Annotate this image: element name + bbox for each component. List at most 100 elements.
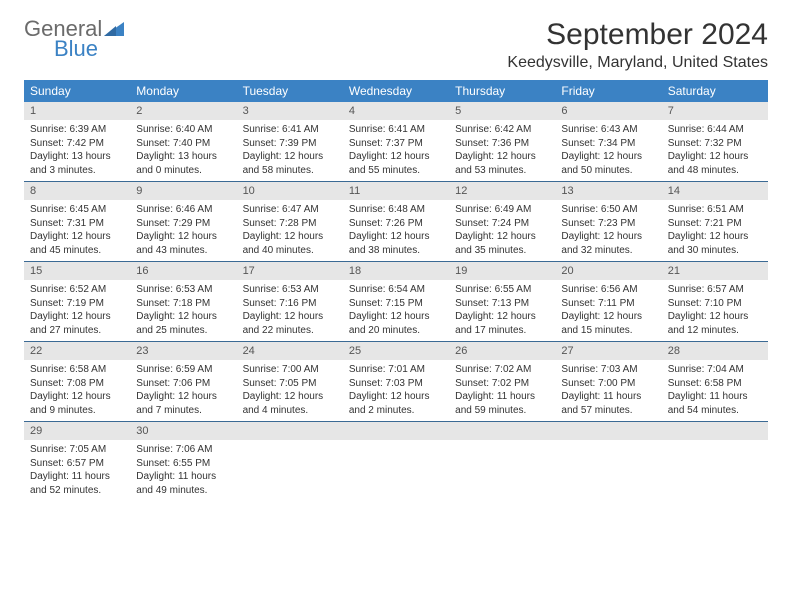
sunrise-line: Sunrise: 7:04 AM	[668, 363, 762, 377]
day-number	[449, 422, 555, 440]
sunrise-line: Sunrise: 6:41 AM	[349, 123, 443, 137]
sunset-line: Sunset: 7:23 PM	[561, 217, 655, 231]
triangle-icon	[104, 18, 124, 40]
calendar-day: 5Sunrise: 6:42 AMSunset: 7:36 PMDaylight…	[449, 102, 555, 181]
calendar-week: 15Sunrise: 6:52 AMSunset: 7:19 PMDayligh…	[24, 262, 768, 342]
day-number: 23	[130, 342, 236, 360]
sunrise-line: Sunrise: 6:49 AM	[455, 203, 549, 217]
calendar-day: 30Sunrise: 7:06 AMSunset: 6:55 PMDayligh…	[130, 422, 236, 501]
weekday-label: Tuesday	[237, 80, 343, 102]
calendar-day: 28Sunrise: 7:04 AMSunset: 6:58 PMDayligh…	[662, 342, 768, 421]
calendar-day: 15Sunrise: 6:52 AMSunset: 7:19 PMDayligh…	[24, 262, 130, 341]
calendar-day: 14Sunrise: 6:51 AMSunset: 7:21 PMDayligh…	[662, 182, 768, 261]
calendar-day: 12Sunrise: 6:49 AMSunset: 7:24 PMDayligh…	[449, 182, 555, 261]
day-body: Sunrise: 7:02 AMSunset: 7:02 PMDaylight:…	[449, 360, 555, 421]
sunrise-line: Sunrise: 6:58 AM	[30, 363, 124, 377]
sunrise-line: Sunrise: 6:52 AM	[30, 283, 124, 297]
day-number: 9	[130, 182, 236, 200]
calendar-day: 4Sunrise: 6:41 AMSunset: 7:37 PMDaylight…	[343, 102, 449, 181]
sunrise-line: Sunrise: 7:00 AM	[243, 363, 337, 377]
calendar-day: 11Sunrise: 6:48 AMSunset: 7:26 PMDayligh…	[343, 182, 449, 261]
daylight-line: Daylight: 11 hours and 57 minutes.	[561, 390, 655, 417]
sunset-line: Sunset: 7:40 PM	[136, 137, 230, 151]
calendar-day: 7Sunrise: 6:44 AMSunset: 7:32 PMDaylight…	[662, 102, 768, 181]
sunset-line: Sunset: 6:58 PM	[668, 377, 762, 391]
sunrise-line: Sunrise: 6:55 AM	[455, 283, 549, 297]
day-number	[662, 422, 768, 440]
sunrise-line: Sunrise: 6:41 AM	[243, 123, 337, 137]
sunset-line: Sunset: 7:21 PM	[668, 217, 762, 231]
sunrise-line: Sunrise: 6:42 AM	[455, 123, 549, 137]
sunrise-line: Sunrise: 7:01 AM	[349, 363, 443, 377]
calendar-day: 29Sunrise: 7:05 AMSunset: 6:57 PMDayligh…	[24, 422, 130, 501]
sunset-line: Sunset: 7:18 PM	[136, 297, 230, 311]
calendar-day: 1Sunrise: 6:39 AMSunset: 7:42 PMDaylight…	[24, 102, 130, 181]
day-body: Sunrise: 7:05 AMSunset: 6:57 PMDaylight:…	[24, 440, 130, 501]
daylight-line: Daylight: 12 hours and 45 minutes.	[30, 230, 124, 257]
sunset-line: Sunset: 7:19 PM	[30, 297, 124, 311]
calendar-day: 21Sunrise: 6:57 AMSunset: 7:10 PMDayligh…	[662, 262, 768, 341]
sunset-line: Sunset: 7:00 PM	[561, 377, 655, 391]
day-number: 14	[662, 182, 768, 200]
sunrise-line: Sunrise: 6:43 AM	[561, 123, 655, 137]
sunset-line: Sunset: 7:34 PM	[561, 137, 655, 151]
day-body: Sunrise: 7:04 AMSunset: 6:58 PMDaylight:…	[662, 360, 768, 421]
day-body: Sunrise: 6:39 AMSunset: 7:42 PMDaylight:…	[24, 120, 130, 181]
calendar-day	[449, 422, 555, 501]
day-body: Sunrise: 7:03 AMSunset: 7:00 PMDaylight:…	[555, 360, 661, 421]
calendar-day: 19Sunrise: 6:55 AMSunset: 7:13 PMDayligh…	[449, 262, 555, 341]
logo: General Blue	[24, 18, 124, 60]
day-number: 21	[662, 262, 768, 280]
sunrise-line: Sunrise: 6:44 AM	[668, 123, 762, 137]
weekday-label: Thursday	[449, 80, 555, 102]
sunset-line: Sunset: 7:26 PM	[349, 217, 443, 231]
sunrise-line: Sunrise: 6:46 AM	[136, 203, 230, 217]
calendar-day: 24Sunrise: 7:00 AMSunset: 7:05 PMDayligh…	[237, 342, 343, 421]
day-body: Sunrise: 6:59 AMSunset: 7:06 PMDaylight:…	[130, 360, 236, 421]
day-number: 28	[662, 342, 768, 360]
calendar-day	[237, 422, 343, 501]
weekday-label: Monday	[130, 80, 236, 102]
day-body: Sunrise: 6:45 AMSunset: 7:31 PMDaylight:…	[24, 200, 130, 261]
daylight-line: Daylight: 12 hours and 58 minutes.	[243, 150, 337, 177]
daylight-line: Daylight: 13 hours and 0 minutes.	[136, 150, 230, 177]
day-number: 1	[24, 102, 130, 120]
daylight-line: Daylight: 12 hours and 43 minutes.	[136, 230, 230, 257]
day-number: 17	[237, 262, 343, 280]
weekday-header: SundayMondayTuesdayWednesdayThursdayFrid…	[24, 80, 768, 102]
calendar-day: 22Sunrise: 6:58 AMSunset: 7:08 PMDayligh…	[24, 342, 130, 421]
month-title: September 2024	[507, 18, 768, 52]
day-body: Sunrise: 6:42 AMSunset: 7:36 PMDaylight:…	[449, 120, 555, 181]
day-body: Sunrise: 6:49 AMSunset: 7:24 PMDaylight:…	[449, 200, 555, 261]
sunrise-line: Sunrise: 6:53 AM	[243, 283, 337, 297]
sunset-line: Sunset: 7:32 PM	[668, 137, 762, 151]
sunset-line: Sunset: 7:08 PM	[30, 377, 124, 391]
sunrise-line: Sunrise: 7:03 AM	[561, 363, 655, 377]
day-body	[237, 440, 343, 494]
day-body: Sunrise: 6:55 AMSunset: 7:13 PMDaylight:…	[449, 280, 555, 341]
day-number: 27	[555, 342, 661, 360]
day-number: 12	[449, 182, 555, 200]
daylight-line: Daylight: 12 hours and 38 minutes.	[349, 230, 443, 257]
header: General Blue September 2024 Keedysville,…	[24, 18, 768, 72]
sunset-line: Sunset: 7:37 PM	[349, 137, 443, 151]
daylight-line: Daylight: 11 hours and 49 minutes.	[136, 470, 230, 497]
sunset-line: Sunset: 7:31 PM	[30, 217, 124, 231]
calendar-day: 6Sunrise: 6:43 AMSunset: 7:34 PMDaylight…	[555, 102, 661, 181]
calendar-day: 13Sunrise: 6:50 AMSunset: 7:23 PMDayligh…	[555, 182, 661, 261]
title-block: September 2024 Keedysville, Maryland, Un…	[507, 18, 768, 72]
day-body: Sunrise: 6:53 AMSunset: 7:18 PMDaylight:…	[130, 280, 236, 341]
sunrise-line: Sunrise: 6:47 AM	[243, 203, 337, 217]
logo-word-blue: Blue	[54, 38, 124, 60]
daylight-line: Daylight: 12 hours and 48 minutes.	[668, 150, 762, 177]
day-body: Sunrise: 6:48 AMSunset: 7:26 PMDaylight:…	[343, 200, 449, 261]
weekday-label: Friday	[555, 80, 661, 102]
day-body: Sunrise: 6:41 AMSunset: 7:37 PMDaylight:…	[343, 120, 449, 181]
day-body: Sunrise: 7:06 AMSunset: 6:55 PMDaylight:…	[130, 440, 236, 501]
sunrise-line: Sunrise: 7:02 AM	[455, 363, 549, 377]
daylight-line: Daylight: 11 hours and 54 minutes.	[668, 390, 762, 417]
day-number: 6	[555, 102, 661, 120]
calendar: SundayMondayTuesdayWednesdayThursdayFrid…	[24, 80, 768, 501]
sunrise-line: Sunrise: 6:39 AM	[30, 123, 124, 137]
calendar-day	[662, 422, 768, 501]
